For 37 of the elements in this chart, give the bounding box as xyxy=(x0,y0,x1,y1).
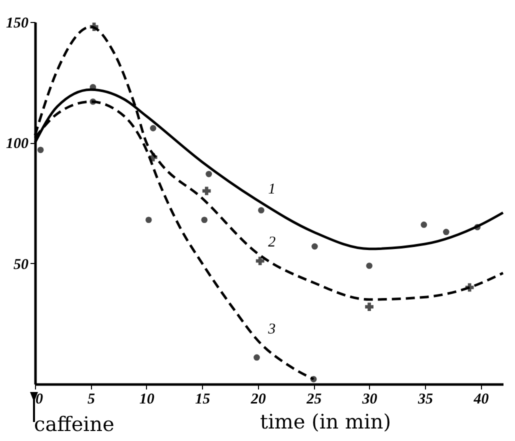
point xyxy=(206,170,212,178)
point xyxy=(312,243,318,250)
point xyxy=(202,186,211,196)
series-label: 2 xyxy=(268,234,276,251)
x-tick-label: 35 xyxy=(417,392,434,408)
point xyxy=(310,376,317,382)
y-tick-label: 50 xyxy=(14,256,29,273)
point xyxy=(365,302,374,311)
x-tick-label: 20 xyxy=(250,392,266,408)
point xyxy=(420,222,428,228)
point xyxy=(474,224,481,230)
point xyxy=(258,207,264,214)
x-tick-label: 0 xyxy=(36,392,44,408)
point xyxy=(37,146,44,154)
text: caffeine xyxy=(34,412,114,436)
series-label: 1 xyxy=(268,182,276,198)
point xyxy=(90,22,98,32)
point xyxy=(148,152,158,162)
point xyxy=(201,216,208,224)
y-tick-label: 100 xyxy=(6,136,29,152)
x-tick-label: 5 xyxy=(87,392,96,408)
point xyxy=(465,283,474,292)
y-tick-label: 150 xyxy=(6,16,29,32)
x-axis-title: time (in min) xyxy=(260,410,392,434)
series-label: 3 xyxy=(267,322,276,338)
x-tick-label: 10 xyxy=(139,392,155,408)
x-tick-label: 40 xyxy=(472,392,490,408)
x-tick-label: 15 xyxy=(195,392,211,408)
point xyxy=(443,228,450,236)
point xyxy=(366,262,372,269)
point xyxy=(256,256,264,266)
x-tick-label: 30 xyxy=(361,392,378,408)
point xyxy=(90,98,96,105)
x-tick-label: 25 xyxy=(306,392,322,408)
point xyxy=(150,125,156,132)
point xyxy=(145,216,152,224)
point xyxy=(254,354,260,361)
